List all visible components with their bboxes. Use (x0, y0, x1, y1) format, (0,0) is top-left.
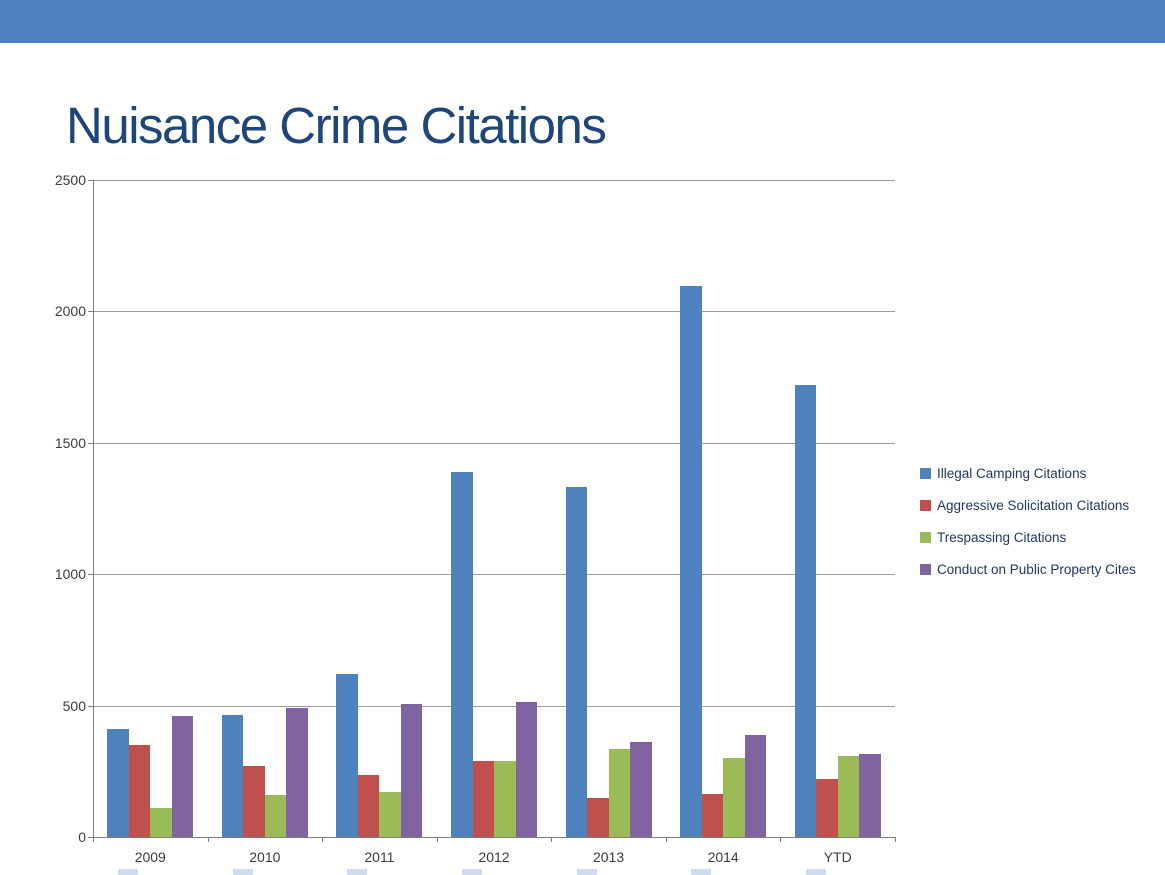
bar-2010-2 (243, 766, 265, 837)
bar-YTD-4 (859, 754, 881, 837)
bar-2011-4 (400, 704, 423, 837)
legend-swatch-icon (920, 532, 931, 543)
x-axis-tick (436, 837, 438, 842)
bar-2014-3 (723, 758, 745, 837)
x-axis-label: YTD (823, 849, 852, 865)
cropped-table-hint (691, 869, 712, 875)
bar-2012-3 (494, 760, 516, 837)
y-axis-tick (88, 180, 93, 181)
bar-2011-1 (336, 674, 358, 837)
y-axis-tick (88, 705, 93, 707)
chart-legend: Illegal Camping Citations Aggressive Soli… (920, 466, 1136, 577)
y-axis-line (93, 180, 94, 837)
legend-item-4: Conduct on Public Property Cites (920, 562, 1136, 577)
bar-2013-1 (565, 487, 588, 837)
x-axis-label: 2013 (592, 849, 625, 865)
x-axis-label: 2011 (364, 849, 395, 865)
x-axis-label: 2012 (478, 849, 510, 865)
bar-2009-4 (171, 716, 194, 837)
legend-label: Conduct on Public Property Cites (937, 562, 1136, 577)
x-axis-label: 2010 (249, 849, 281, 865)
gridline-2500 (93, 180, 895, 181)
bar-2011-3 (379, 792, 401, 837)
bar-YTD-2 (816, 779, 838, 837)
x-axis-line (93, 837, 896, 838)
legend-label: Trespassing Citations (937, 530, 1067, 545)
bar-2014-1 (680, 286, 702, 837)
bar-YTD-1 (794, 384, 817, 837)
y-axis-label: 1500 (54, 434, 86, 451)
x-axis-tick (93, 837, 94, 842)
x-axis-label: 2014 (707, 849, 739, 865)
bar-YTD-3 (837, 755, 860, 837)
bar-2010-4 (286, 708, 308, 837)
x-axis-tick (780, 837, 782, 842)
cropped-table-hint (576, 869, 597, 875)
gridline-1500 (93, 442, 895, 444)
bar-2014-4 (744, 734, 767, 837)
bar-2012-1 (451, 471, 473, 837)
legend-item-1: Illegal Camping Citations (920, 466, 1136, 481)
slide-title: Nuisance Crime Citations (66, 97, 607, 154)
bar-2010-1 (221, 714, 244, 837)
x-axis-tick (665, 837, 667, 842)
y-axis-tick (88, 837, 93, 838)
bar-2009-2 (128, 745, 151, 837)
y-axis-label: 500 (62, 697, 86, 714)
x-axis-tick (895, 837, 896, 842)
bar-2010-3 (264, 794, 287, 837)
y-axis-tick (88, 311, 93, 313)
x-axis-label: 2009 (134, 849, 166, 865)
legend-swatch-icon (920, 500, 931, 511)
cropped-table-hint (118, 869, 139, 875)
y-axis-label: 2000 (54, 303, 86, 320)
x-axis-tick (322, 837, 324, 842)
y-axis-label: 1000 (54, 566, 86, 583)
cropped-table-hint (232, 869, 253, 875)
legend-label: Illegal Camping Citations (937, 466, 1087, 481)
bar-2013-2 (587, 797, 609, 837)
slide-header-bar (0, 0, 1165, 43)
x-axis-tick (551, 837, 553, 842)
legend-swatch-icon (920, 564, 931, 575)
cropped-table-hint (805, 869, 826, 875)
bar-2009-1 (107, 729, 129, 837)
legend-label: Aggressive Solicitation Citations (937, 498, 1130, 513)
bar-2011-2 (357, 775, 380, 837)
bar-2009-3 (150, 808, 172, 837)
bar-2012-4 (515, 701, 537, 837)
y-axis-label: 0 (78, 829, 86, 845)
bar-2013-3 (608, 748, 631, 837)
legend-item-2: Aggressive Solicitation Citations (920, 498, 1136, 513)
bar-2013-4 (630, 742, 652, 837)
gridline-2000 (93, 311, 895, 313)
x-axis-tick (207, 837, 209, 842)
bar-2012-2 (472, 760, 494, 837)
bar-2014-2 (701, 793, 724, 837)
cropped-table-hint (462, 869, 482, 875)
y-axis-tick (88, 574, 93, 576)
gridline-1000 (93, 574, 895, 576)
legend-item-3: Trespassing Citations (920, 530, 1136, 545)
gridline-500 (93, 705, 895, 707)
y-axis-label: 2500 (54, 172, 86, 188)
legend-swatch-icon (920, 468, 931, 479)
y-axis-tick (88, 442, 93, 444)
cropped-table-hint (347, 869, 368, 875)
